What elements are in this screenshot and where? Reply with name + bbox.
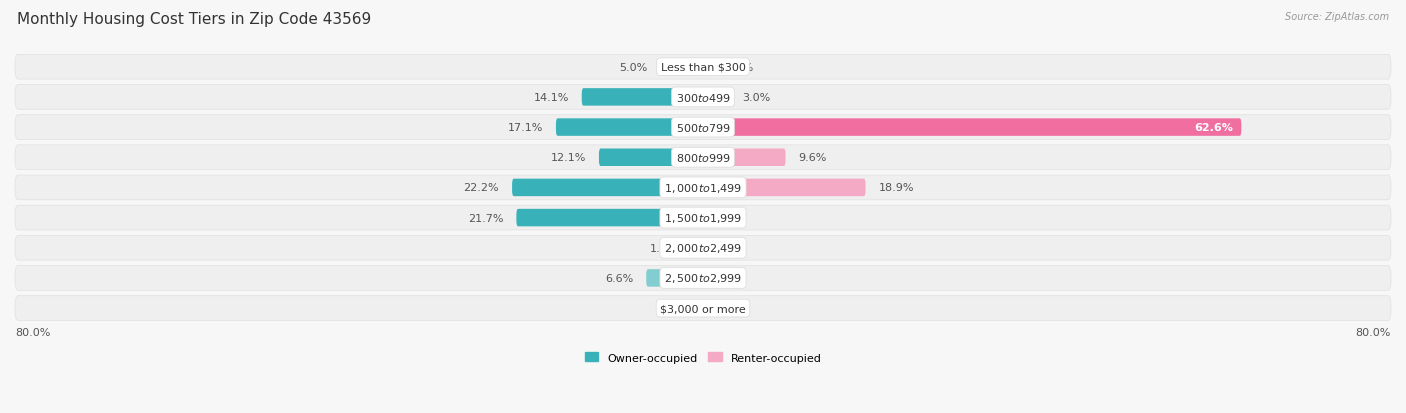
FancyBboxPatch shape bbox=[703, 59, 713, 76]
Text: 18.9%: 18.9% bbox=[879, 183, 914, 193]
Text: 1.1%: 1.1% bbox=[725, 63, 754, 73]
FancyBboxPatch shape bbox=[659, 59, 703, 76]
FancyBboxPatch shape bbox=[516, 209, 703, 227]
Text: 0.0%: 0.0% bbox=[716, 213, 744, 223]
Text: 3.0%: 3.0% bbox=[742, 93, 770, 103]
FancyBboxPatch shape bbox=[15, 85, 1391, 110]
FancyBboxPatch shape bbox=[15, 296, 1391, 320]
Text: 80.0%: 80.0% bbox=[1355, 327, 1391, 337]
FancyBboxPatch shape bbox=[15, 55, 1391, 80]
FancyBboxPatch shape bbox=[690, 240, 703, 257]
Text: 0.0%: 0.0% bbox=[716, 304, 744, 313]
FancyBboxPatch shape bbox=[15, 176, 1391, 200]
Text: $500 to $799: $500 to $799 bbox=[675, 122, 731, 134]
FancyBboxPatch shape bbox=[599, 149, 703, 166]
FancyBboxPatch shape bbox=[15, 266, 1391, 291]
Text: 12.1%: 12.1% bbox=[551, 153, 586, 163]
FancyBboxPatch shape bbox=[15, 145, 1391, 170]
Text: 6.6%: 6.6% bbox=[605, 273, 633, 283]
Text: 0.0%: 0.0% bbox=[716, 243, 744, 253]
Text: 9.6%: 9.6% bbox=[799, 153, 827, 163]
Text: 0.0%: 0.0% bbox=[716, 273, 744, 283]
Text: 1.4%: 1.4% bbox=[650, 243, 678, 253]
FancyBboxPatch shape bbox=[582, 89, 703, 107]
Text: 62.6%: 62.6% bbox=[1194, 123, 1233, 133]
Text: 80.0%: 80.0% bbox=[15, 327, 51, 337]
Legend: Owner-occupied, Renter-occupied: Owner-occupied, Renter-occupied bbox=[581, 348, 825, 367]
Text: $1,000 to $1,499: $1,000 to $1,499 bbox=[664, 181, 742, 195]
Text: $3,000 or more: $3,000 or more bbox=[661, 304, 745, 313]
Text: Source: ZipAtlas.com: Source: ZipAtlas.com bbox=[1285, 12, 1389, 22]
Text: 21.7%: 21.7% bbox=[468, 213, 503, 223]
FancyBboxPatch shape bbox=[703, 149, 786, 166]
FancyBboxPatch shape bbox=[703, 179, 866, 197]
Text: $1,500 to $1,999: $1,500 to $1,999 bbox=[664, 211, 742, 225]
Text: 22.2%: 22.2% bbox=[464, 183, 499, 193]
FancyBboxPatch shape bbox=[703, 119, 1241, 136]
Text: $2,000 to $2,499: $2,000 to $2,499 bbox=[664, 242, 742, 255]
Text: 0.0%: 0.0% bbox=[662, 304, 690, 313]
FancyBboxPatch shape bbox=[15, 236, 1391, 261]
FancyBboxPatch shape bbox=[647, 270, 703, 287]
Text: 17.1%: 17.1% bbox=[508, 123, 543, 133]
FancyBboxPatch shape bbox=[15, 206, 1391, 230]
Text: 5.0%: 5.0% bbox=[619, 63, 647, 73]
Text: 14.1%: 14.1% bbox=[533, 93, 569, 103]
FancyBboxPatch shape bbox=[703, 89, 728, 107]
Text: $300 to $499: $300 to $499 bbox=[675, 92, 731, 104]
Text: Less than $300: Less than $300 bbox=[661, 63, 745, 73]
FancyBboxPatch shape bbox=[555, 119, 703, 136]
FancyBboxPatch shape bbox=[512, 179, 703, 197]
Text: Monthly Housing Cost Tiers in Zip Code 43569: Monthly Housing Cost Tiers in Zip Code 4… bbox=[17, 12, 371, 27]
FancyBboxPatch shape bbox=[15, 115, 1391, 140]
Text: $800 to $999: $800 to $999 bbox=[675, 152, 731, 164]
Text: $2,500 to $2,999: $2,500 to $2,999 bbox=[664, 272, 742, 285]
